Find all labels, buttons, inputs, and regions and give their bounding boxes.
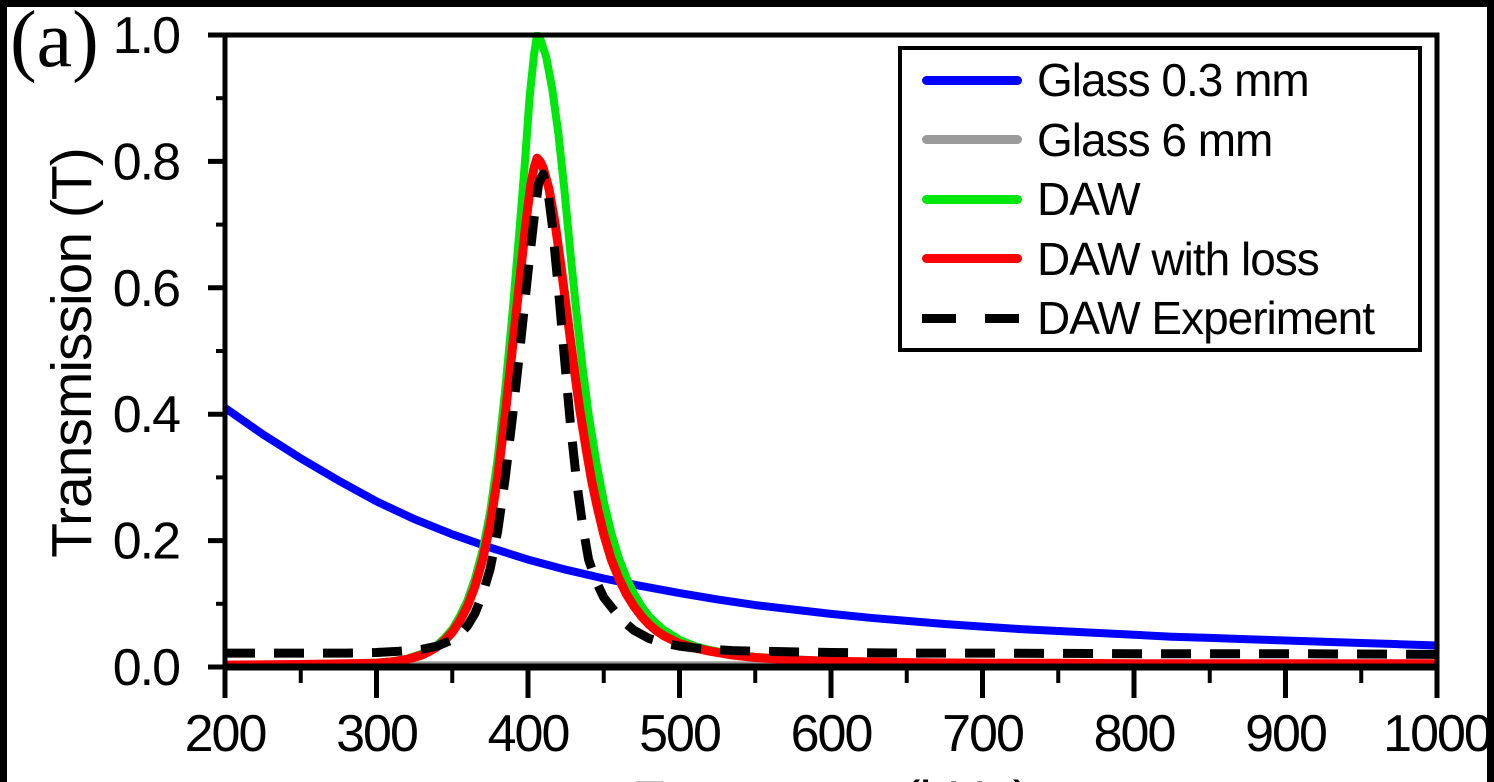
legend-item-label: DAW [1037, 173, 1141, 225]
legend-line-sample-dashed [922, 313, 1022, 323]
panel-label: (a) [10, 0, 99, 84]
legend-item-label: DAW with loss [1037, 232, 1320, 285]
legend-item-label: Glass 0.3 mm [1037, 54, 1310, 106]
image-border-right [1487, 0, 1494, 782]
legend-item-label: Glass 6 mm [1037, 113, 1273, 166]
image-border-top [0, 0, 1494, 7]
x-tick-label: 200 [185, 705, 266, 763]
y-axis-label: Transmission (T) [40, 148, 104, 558]
y-tick-label: 0.0 [113, 639, 179, 697]
x-axis-label: Frequency (kHz) [632, 768, 1032, 782]
y-tick-label: 0.6 [113, 260, 179, 318]
series-line-glass-0-3-mm [223, 404, 1438, 650]
legend-item: DAW [902, 170, 1418, 229]
x-tick-label: 800 [1094, 705, 1175, 763]
legend-line-sample-solid [922, 254, 1022, 263]
y-tick-label: 0.8 [113, 133, 179, 191]
x-tick-label: 1000 [1383, 705, 1491, 763]
legend-line-sample-solid [922, 194, 1022, 204]
legend-item: DAW Experiment [902, 289, 1418, 348]
y-tick-label: 1.0 [113, 7, 179, 65]
legend-item: Glass 6 mm [902, 110, 1418, 169]
y-tick-label: 0.2 [113, 513, 179, 571]
x-tick-label: 500 [639, 705, 720, 763]
series-line-daw-experiment [225, 169, 1438, 659]
legend: Glass 0.3 mm Glass 6 mm DAW DAW with loss DA… [898, 46, 1422, 352]
x-tick-label: 700 [942, 705, 1023, 763]
legend-line-sample-solid [922, 135, 1022, 144]
x-tick-label: 900 [1245, 705, 1326, 763]
x-tick-label: 300 [336, 705, 417, 763]
legend-item: DAW with loss [902, 229, 1418, 288]
y-tick-label: 0.4 [113, 386, 180, 444]
legend-line-sample-solid [922, 75, 1022, 85]
x-tick-label: 600 [791, 705, 872, 763]
x-tick-label: 400 [488, 705, 569, 763]
legend-item: Glass 0.3 mm [902, 51, 1418, 110]
legend-item-label: DAW Experiment [1037, 292, 1375, 344]
image-border-left [0, 0, 7, 782]
